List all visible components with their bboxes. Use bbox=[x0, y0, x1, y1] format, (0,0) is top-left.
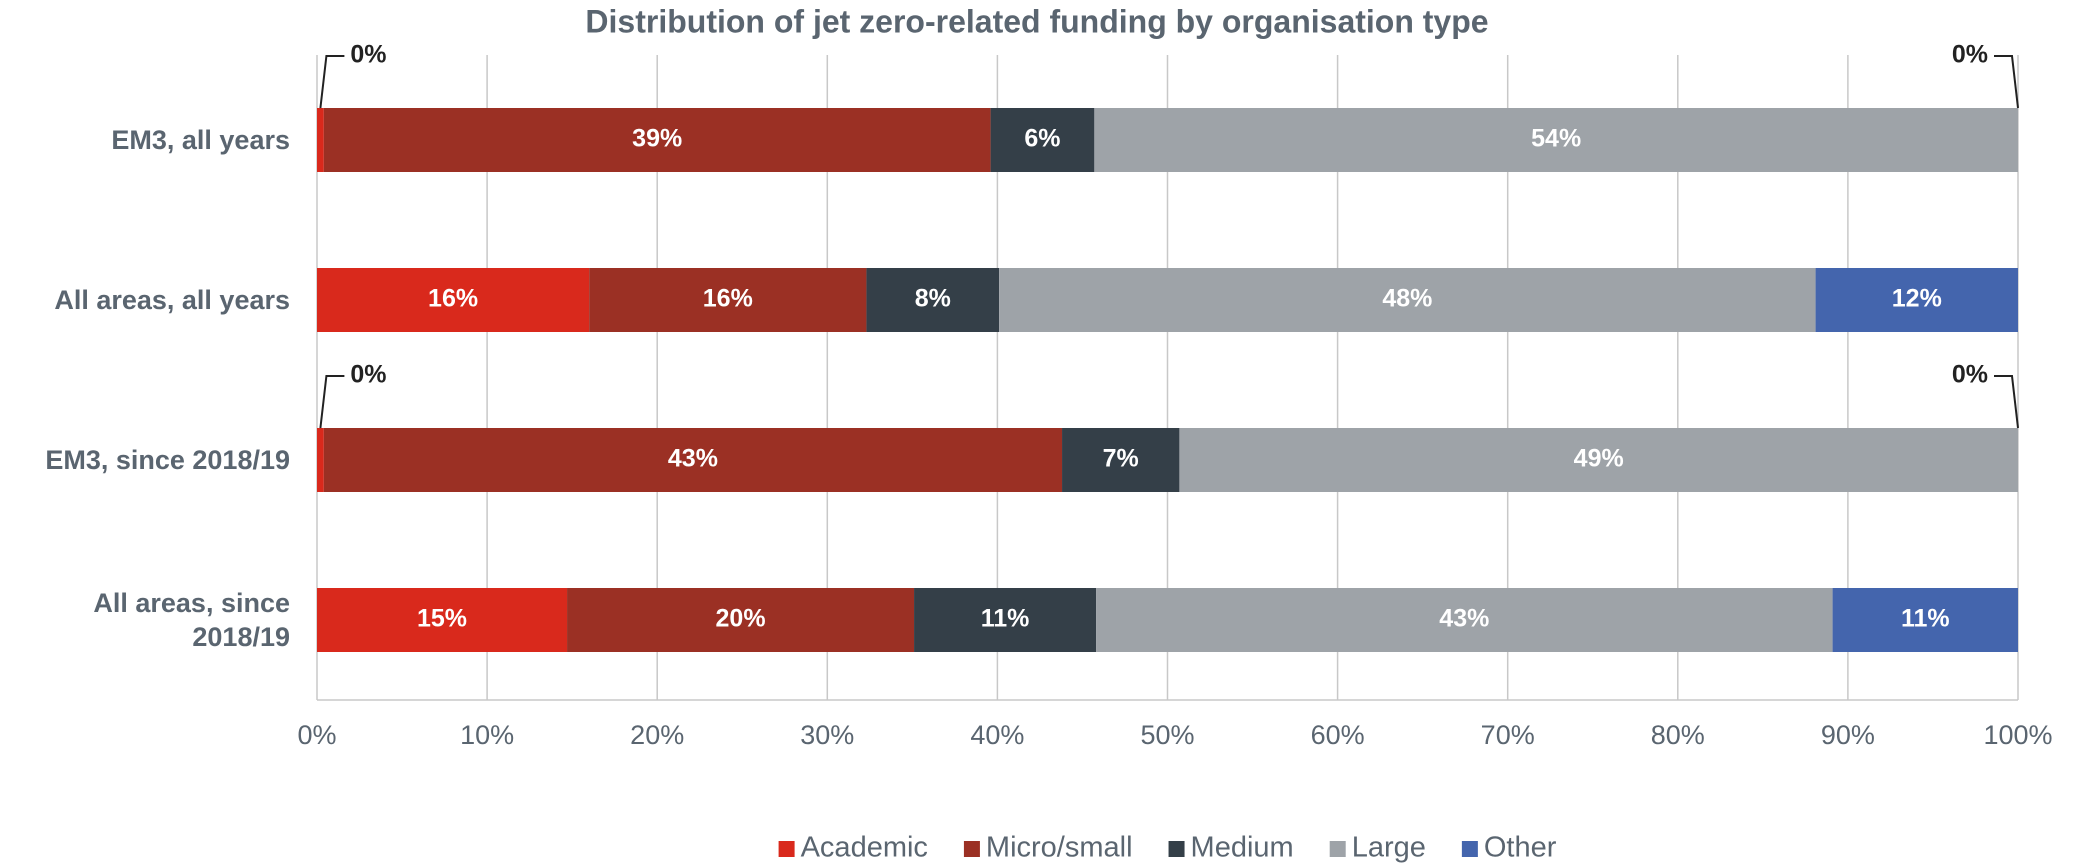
bar-segment bbox=[317, 108, 324, 172]
bar-segment bbox=[589, 268, 867, 332]
bar-segment bbox=[914, 588, 1097, 652]
data-label: 43% bbox=[668, 445, 718, 473]
chart-title: Distribution of jet zero-related funding… bbox=[585, 3, 1488, 39]
bar-segment bbox=[866, 268, 1000, 332]
data-label: 12% bbox=[1892, 285, 1942, 313]
data-label: 39% bbox=[632, 125, 682, 153]
bar-segment bbox=[317, 428, 324, 492]
data-label: 49% bbox=[1574, 445, 1624, 473]
x-tick-label: 40% bbox=[970, 720, 1024, 750]
legend-swatch bbox=[1461, 841, 1478, 857]
bar-segment bbox=[323, 428, 1063, 492]
bar-segment bbox=[999, 268, 1816, 332]
data-label: 7% bbox=[1103, 445, 1139, 473]
bar-segment bbox=[1832, 588, 2018, 652]
callout-line bbox=[1994, 55, 2019, 109]
legend-swatch bbox=[1168, 841, 1185, 857]
data-label: 11% bbox=[1901, 605, 1950, 633]
x-tick-label: 30% bbox=[800, 720, 854, 750]
y-tick-label: EM3, since 2018/19 bbox=[45, 445, 290, 475]
x-tick-label: 80% bbox=[1651, 720, 1705, 750]
data-label: 54% bbox=[1531, 125, 1581, 153]
x-tick-label: 70% bbox=[1481, 720, 1535, 750]
data-label: 16% bbox=[428, 285, 478, 313]
data-label: 48% bbox=[1382, 285, 1432, 313]
bar-segment bbox=[317, 588, 568, 652]
data-label: 8% bbox=[915, 285, 951, 313]
legend-swatch bbox=[1329, 841, 1346, 857]
data-label: 0% bbox=[1952, 361, 1988, 389]
data-label: 11% bbox=[981, 605, 1030, 633]
y-tick-label: All areas, all years bbox=[54, 285, 290, 315]
bar-segment bbox=[990, 108, 1095, 172]
legend: Academic Micro/small Medium Large Other bbox=[778, 832, 1557, 864]
bar-segment bbox=[567, 588, 915, 652]
x-tick-label: 10% bbox=[460, 720, 514, 750]
x-tick-label: 20% bbox=[630, 720, 684, 750]
legend-label: Micro/small bbox=[986, 832, 1133, 864]
data-label: 16% bbox=[703, 285, 753, 313]
data-label: 0% bbox=[350, 41, 386, 69]
callout-line bbox=[319, 55, 345, 109]
bar-segment bbox=[1179, 428, 2018, 492]
bar-segment bbox=[1815, 268, 2018, 332]
data-label: 6% bbox=[1024, 125, 1060, 153]
legend-swatch bbox=[963, 841, 980, 857]
x-tick-label: 50% bbox=[1140, 720, 1194, 750]
x-tick-label: 100% bbox=[1983, 720, 2052, 750]
data-label: 15% bbox=[417, 605, 467, 633]
bar-segment bbox=[1096, 588, 1833, 652]
legend-label: Other bbox=[1484, 832, 1557, 864]
x-tick-label: 60% bbox=[1311, 720, 1365, 750]
x-tick-label: 0% bbox=[297, 720, 336, 750]
data-label: 0% bbox=[1952, 41, 1988, 69]
data-label: 20% bbox=[716, 605, 766, 633]
bar-segment bbox=[1094, 108, 2018, 172]
legend-label: Medium bbox=[1191, 832, 1294, 864]
data-label: 0% bbox=[350, 361, 386, 389]
x-tick-label: 90% bbox=[1821, 720, 1875, 750]
callout-line bbox=[319, 375, 345, 429]
legend-label: Academic bbox=[801, 832, 928, 864]
bar-segment bbox=[323, 108, 991, 172]
bar-segment bbox=[317, 268, 590, 332]
data-label: 43% bbox=[1439, 605, 1489, 633]
callout-line bbox=[1994, 375, 2019, 429]
legend-label: Large bbox=[1352, 832, 1426, 864]
legend-swatch bbox=[778, 841, 795, 857]
y-tick-label: EM3, all years bbox=[111, 125, 290, 155]
y-tick-label: All areas, since 2018/19 bbox=[93, 588, 290, 652]
bar-segment bbox=[1062, 428, 1180, 492]
